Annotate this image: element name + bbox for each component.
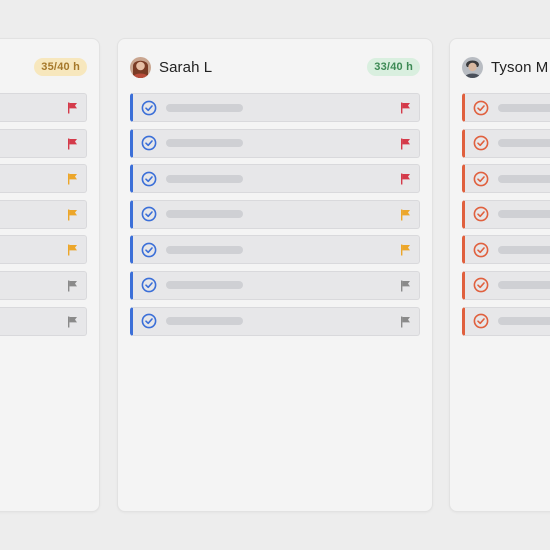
task-card[interactable] [0, 199, 87, 229]
column-sarah: Sarah L 33/40 h [117, 38, 433, 512]
check-circle-icon[interactable] [141, 206, 157, 222]
check-circle-icon[interactable] [141, 100, 157, 116]
task-title-placeholder [166, 139, 243, 148]
task-card[interactable] [130, 235, 420, 265]
avatar[interactable] [130, 56, 151, 78]
task-card[interactable] [130, 199, 420, 229]
priority-flag-icon[interactable] [67, 280, 78, 292]
task-card[interactable] [0, 128, 87, 158]
task-title-placeholder [498, 210, 550, 219]
task-card[interactable] [0, 164, 87, 194]
check-circle-icon[interactable] [473, 206, 489, 222]
check-circle-icon[interactable] [473, 100, 489, 116]
check-circle-icon[interactable] [473, 277, 489, 293]
priority-flag-icon[interactable] [400, 280, 411, 292]
task-card[interactable] [462, 270, 550, 300]
task-title-placeholder [166, 281, 243, 290]
task-title-placeholder [166, 174, 243, 183]
task-title-placeholder [498, 103, 550, 112]
priority-flag-icon[interactable] [400, 138, 411, 150]
check-circle-icon[interactable] [141, 313, 157, 329]
check-circle-icon[interactable] [141, 171, 157, 187]
task-card[interactable] [462, 235, 550, 265]
task-list [0, 93, 87, 342]
task-title-placeholder [166, 317, 243, 326]
priority-flag-icon[interactable] [67, 102, 78, 114]
column-name: Tyson M [491, 58, 549, 76]
priority-flag-icon[interactable] [67, 173, 78, 185]
check-circle-icon[interactable] [473, 242, 489, 258]
task-title-placeholder [498, 174, 550, 183]
task-title-placeholder [498, 317, 550, 326]
avatar[interactable] [462, 56, 483, 78]
task-card[interactable] [130, 93, 420, 122]
task-card[interactable] [130, 128, 420, 158]
priority-flag-icon[interactable] [400, 244, 411, 256]
check-circle-icon[interactable] [473, 171, 489, 187]
task-card[interactable] [0, 306, 87, 336]
task-title-placeholder [498, 245, 550, 254]
task-card[interactable] [462, 128, 550, 158]
check-circle-icon[interactable] [473, 313, 489, 329]
priority-flag-icon[interactable] [400, 173, 411, 185]
task-card[interactable] [462, 93, 550, 122]
check-circle-icon[interactable] [473, 135, 489, 151]
priority-flag-icon[interactable] [67, 316, 78, 328]
priority-flag-icon[interactable] [67, 138, 78, 150]
task-card[interactable] [462, 199, 550, 229]
check-circle-icon[interactable] [141, 242, 157, 258]
task-list [130, 93, 420, 342]
task-card[interactable] [130, 164, 420, 194]
check-circle-icon[interactable] [141, 135, 157, 151]
hours-badge: 33/40 h [367, 58, 420, 76]
priority-flag-icon[interactable] [400, 316, 411, 328]
priority-flag-icon[interactable] [400, 102, 411, 114]
task-card[interactable] [0, 270, 87, 300]
priority-flag-icon[interactable] [400, 209, 411, 221]
user-photo-icon [130, 56, 151, 78]
column-left: 35/40 h [0, 38, 100, 512]
priority-flag-icon[interactable] [67, 244, 78, 256]
user-photo-icon [462, 56, 483, 78]
task-title-placeholder [166, 245, 243, 254]
priority-flag-icon[interactable] [67, 209, 78, 221]
task-card[interactable] [0, 235, 87, 265]
task-card[interactable] [462, 164, 550, 194]
column-tyson: Tyson M [449, 38, 550, 512]
column-header: Tyson M [462, 55, 550, 79]
column-header: Sarah L 33/40 h [130, 55, 420, 79]
task-card[interactable] [130, 270, 420, 300]
column-header: 35/40 h [0, 55, 87, 79]
hours-badge: 35/40 h [34, 58, 87, 76]
task-title-placeholder [166, 103, 243, 112]
task-list [462, 93, 550, 342]
task-card[interactable] [0, 93, 87, 122]
task-card[interactable] [130, 306, 420, 336]
task-card[interactable] [462, 306, 550, 336]
check-circle-icon[interactable] [141, 277, 157, 293]
task-title-placeholder [498, 139, 550, 148]
column-name: Sarah L [159, 58, 213, 76]
task-title-placeholder [498, 281, 550, 290]
task-title-placeholder [166, 210, 243, 219]
